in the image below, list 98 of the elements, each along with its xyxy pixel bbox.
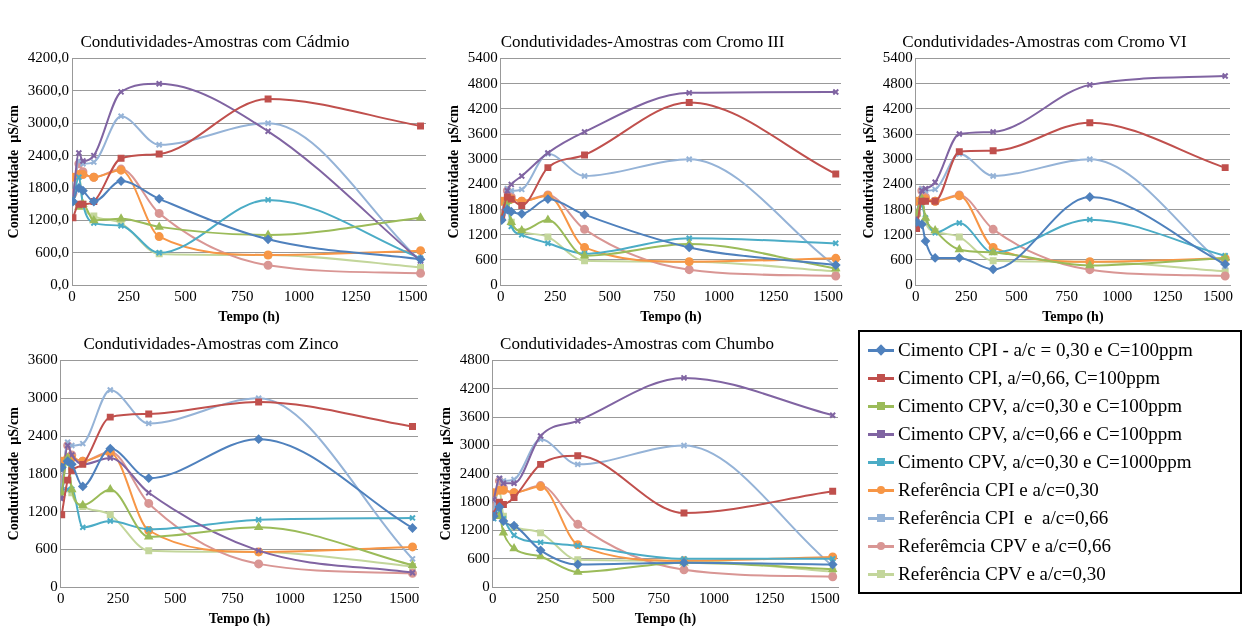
y-axis-title: Condutividade µS/cm [438, 406, 454, 541]
y-tick-label: 600 [467, 549, 490, 566]
y-tick-label: 600,0 [35, 243, 70, 260]
y-tick-label: 1200 [882, 225, 913, 242]
x-tick-label: 500 [592, 590, 615, 607]
y-tick-label: 2400 [467, 175, 498, 192]
legend-label: Referência CPI e a/c=0,66 [898, 506, 1109, 530]
x-tick-label: 750 [1055, 288, 1079, 305]
x-tick-label: 250 [954, 288, 978, 305]
legend-label: Cimento CPV, a/c=0,66 e C=100ppm [898, 422, 1182, 446]
y-tick-label: 2400 [459, 464, 490, 481]
y-tick-label: 2400 [882, 175, 913, 192]
x-tick-label: 1000 [699, 590, 730, 607]
y-axis-title: Condutividade µS/cm [446, 104, 462, 239]
y-tick-label: 5400 [467, 49, 498, 66]
x-tick-label: 1500 [397, 288, 428, 305]
chart-title: Condutividades-Amostras com Cromo VI [902, 31, 1188, 51]
y-tick-label: 0,0 [50, 276, 70, 293]
x-tick-label: 250 [544, 288, 567, 305]
x-tick-label: 1250 [758, 288, 789, 305]
x-tick-label: 1250 [754, 590, 785, 607]
y-tick-label: 4800 [467, 74, 498, 91]
y-tick-label: 4200 [459, 379, 490, 396]
y-tick-label: 2400 [27, 426, 58, 443]
y-tick-label: 1800,0 [27, 178, 70, 195]
legend-label: Cimento CPV, a/c=0,30 e C=1000ppm [898, 450, 1192, 474]
chart-title: Condutividades-Amostras com Cádmio [80, 31, 350, 51]
x-axis-title: Tempo (h) [1042, 309, 1104, 326]
y-tick-label: 3600,0 [27, 81, 70, 98]
y-tick-label: 3000 [27, 389, 58, 406]
x-tick-label: 500 [598, 288, 622, 305]
x-tick-label: 1000 [274, 590, 305, 607]
x-axis-title: Tempo (h) [634, 611, 697, 628]
x-tick-label: 750 [221, 590, 244, 607]
y-tick-label: 4800 [882, 74, 913, 91]
legend-label: Referêmcia CPV e a/c=0,66 [898, 534, 1111, 558]
x-tick-label: 250 [106, 590, 130, 607]
y-tick-label: 600 [475, 250, 498, 267]
y-tick-label: 600 [890, 250, 913, 267]
x-tick-label: 750 [230, 288, 254, 305]
legend-label: Cimento CPI, a/=0,66, C=100ppm [898, 366, 1161, 390]
x-axis-title: Tempo (h) [208, 611, 271, 628]
y-tick-label: 5400 [882, 49, 913, 66]
y-tick-label: 3600 [882, 124, 913, 141]
y-axis-title: Condutividade µS/cm [6, 406, 22, 541]
y-tick-label: 2400,0 [27, 146, 70, 163]
y-tick-label: 600 [35, 540, 58, 557]
legend-label: Cimento CPV, a/c=0,30 e C=100ppm [898, 394, 1182, 418]
y-tick-label: 4200,0 [27, 49, 70, 66]
y-tick-label: 3600 [459, 408, 490, 425]
y-tick-label: 1200,0 [27, 211, 70, 228]
y-tick-label: 3600 [467, 124, 498, 141]
x-tick-label: 500 [1005, 288, 1028, 305]
y-tick-label: 3600 [27, 351, 58, 368]
y-tick-label: 1800 [882, 200, 913, 217]
y-tick-label: 1800 [27, 464, 58, 481]
x-axis-title: Tempo (h) [640, 309, 702, 326]
y-tick-label: 3000 [882, 150, 913, 167]
x-tick-label: 500 [164, 590, 187, 607]
y-tick-label: 0 [905, 276, 913, 293]
chart-title: Condutividades-Amostras com Chumbo [500, 333, 774, 353]
y-axis-title: Condutividade µS/cm [861, 104, 877, 239]
y-tick-label: 0 [482, 578, 490, 595]
y-tick-label: 0 [50, 578, 58, 595]
chart-title: Condutividades-Amostras com Cromo III [500, 31, 785, 51]
chart-title: Condutividades-Amostras com Zinco [83, 333, 339, 353]
y-tick-label: 4800 [459, 351, 490, 368]
x-tick-label: 500 [174, 288, 197, 305]
x-tick-label: 1500 [809, 590, 840, 607]
x-tick-label: 750 [653, 288, 676, 305]
legend-label: Referência CPV e a/c=0,30 [898, 562, 1106, 586]
y-tick-label: 3000 [459, 436, 490, 453]
y-tick-label: 1200 [459, 521, 490, 538]
y-tick-label: 4200 [467, 99, 498, 116]
y-tick-label: 1200 [27, 502, 58, 519]
x-tick-label: 1250 [340, 288, 371, 305]
x-tick-label: 250 [117, 288, 141, 305]
x-tick-label: 1250 [332, 590, 363, 607]
x-tick-label: 250 [536, 590, 560, 607]
x-tick-label: 1000 [1102, 288, 1133, 305]
x-tick-label: 1000 [283, 288, 314, 305]
x-tick-label: 1250 [1152, 288, 1183, 305]
y-tick-label: 1800 [467, 200, 498, 217]
y-tick-label: 3000 [467, 150, 498, 167]
legend-label: Cimento CPI - a/c = 0,30 e C=100ppm [898, 338, 1193, 362]
y-tick-label: 4200 [882, 99, 913, 116]
x-axis-title: Tempo (h) [218, 309, 281, 326]
y-tick-label: 3000,0 [27, 114, 70, 131]
y-axis-title: Condutividade µS/cm [6, 104, 22, 239]
legend-label: Referência CPI e a/c=0,30 [898, 478, 1099, 502]
x-tick-label: 1000 [703, 288, 734, 305]
y-tick-label: 0 [490, 276, 498, 293]
x-tick-label: 750 [647, 590, 671, 607]
x-tick-label: 1500 [389, 590, 420, 607]
y-tick-label: 1200 [467, 225, 498, 242]
y-tick-label: 1800 [459, 493, 490, 510]
x-tick-label: 1500 [1202, 288, 1233, 305]
x-tick-label: 1500 [812, 288, 843, 305]
